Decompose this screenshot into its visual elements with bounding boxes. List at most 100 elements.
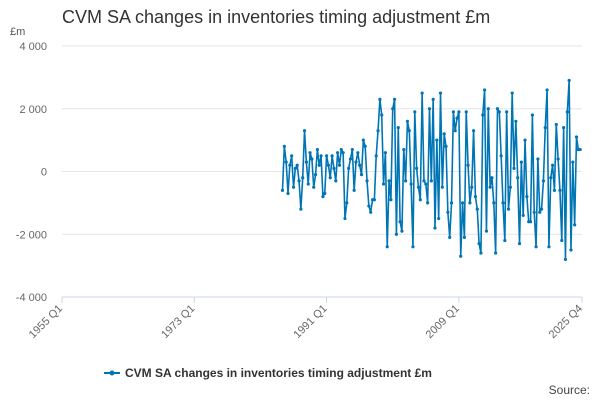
- data-point[interactable]: [326, 163, 331, 167]
- legend[interactable]: CVM SA changes in inventories timing adj…: [104, 366, 432, 380]
- data-point[interactable]: [444, 144, 448, 148]
- data-point[interactable]: [380, 113, 384, 117]
- data-point[interactable]: [532, 210, 536, 214]
- data-point[interactable]: [483, 88, 487, 92]
- data-point[interactable]: [306, 182, 310, 186]
- data-point[interactable]: [442, 132, 446, 136]
- data-point[interactable]: [501, 201, 505, 205]
- data-point[interactable]: [536, 157, 540, 161]
- data-point[interactable]: [282, 144, 286, 148]
- data-point[interactable]: [290, 154, 294, 158]
- data-point[interactable]: [328, 176, 332, 180]
- data-point[interactable]: [552, 188, 557, 192]
- data-point[interactable]: [323, 191, 327, 196]
- data-point[interactable]: [389, 198, 393, 202]
- data-point[interactable]: [563, 257, 568, 261]
- data-point[interactable]: [339, 147, 343, 152]
- data-point[interactable]: [336, 151, 340, 155]
- data-point[interactable]: [411, 245, 415, 249]
- data-point[interactable]: [427, 107, 432, 111]
- data-point[interactable]: [468, 201, 472, 205]
- data-point[interactable]: [301, 176, 305, 180]
- data-point[interactable]: [466, 163, 470, 167]
- data-point[interactable]: [464, 110, 468, 114]
- data-point[interactable]: [330, 154, 334, 158]
- data-point[interactable]: [291, 185, 296, 189]
- data-point[interactable]: [415, 166, 419, 170]
- data-point[interactable]: [310, 157, 314, 161]
- data-point[interactable]: [347, 166, 351, 170]
- data-point[interactable]: [554, 122, 558, 127]
- data-point[interactable]: [341, 151, 345, 155]
- data-point[interactable]: [451, 110, 455, 114]
- data-point[interactable]: [497, 110, 501, 114]
- data-point[interactable]: [490, 176, 494, 180]
- data-point[interactable]: [426, 201, 430, 205]
- data-point[interactable]: [358, 163, 362, 167]
- data-point[interactable]: [367, 204, 371, 208]
- data-point[interactable]: [293, 166, 297, 170]
- data-point[interactable]: [455, 116, 459, 120]
- data-point[interactable]: [299, 207, 303, 211]
- data-point[interactable]: [387, 179, 391, 183]
- data-point[interactable]: [477, 242, 481, 246]
- data-point[interactable]: [475, 207, 479, 211]
- data-point[interactable]: [499, 154, 503, 158]
- data-point[interactable]: [288, 163, 292, 167]
- data-point[interactable]: [457, 110, 461, 114]
- data-point[interactable]: [573, 223, 577, 227]
- data-point[interactable]: [517, 242, 522, 246]
- data-point[interactable]: [321, 195, 325, 199]
- data-point[interactable]: [543, 125, 547, 130]
- data-point[interactable]: [435, 138, 439, 142]
- data-point[interactable]: [503, 238, 507, 243]
- data-point[interactable]: [539, 207, 544, 211]
- data-point[interactable]: [473, 195, 478, 199]
- data-point[interactable]: [404, 179, 408, 183]
- data-point[interactable]: [302, 129, 307, 133]
- series-line[interactable]: [281, 79, 581, 261]
- data-point[interactable]: [446, 210, 450, 214]
- data-point[interactable]: [352, 188, 356, 192]
- data-point[interactable]: [462, 235, 466, 239]
- data-point[interactable]: [492, 201, 496, 205]
- data-point[interactable]: [578, 147, 582, 152]
- data-point[interactable]: [391, 107, 395, 111]
- data-point[interactable]: [506, 207, 511, 211]
- data-point[interactable]: [530, 113, 534, 117]
- data-point[interactable]: [459, 254, 463, 258]
- data-point[interactable]: [562, 125, 566, 130]
- data-point[interactable]: [486, 107, 490, 111]
- data-point[interactable]: [549, 176, 553, 180]
- data-point[interactable]: [556, 157, 560, 161]
- data-point[interactable]: [525, 195, 529, 199]
- data-point[interactable]: [431, 97, 435, 101]
- data-point[interactable]: [394, 232, 399, 236]
- data-point[interactable]: [337, 163, 342, 167]
- data-point[interactable]: [286, 191, 290, 196]
- data-point[interactable]: [319, 154, 323, 158]
- data-point[interactable]: [381, 182, 386, 186]
- data-point[interactable]: [534, 245, 538, 249]
- data-point[interactable]: [495, 107, 500, 111]
- data-point[interactable]: [528, 220, 533, 224]
- data-point[interactable]: [332, 166, 336, 170]
- data-point[interactable]: [516, 176, 520, 180]
- data-point[interactable]: [354, 160, 358, 164]
- data-point[interactable]: [460, 201, 465, 205]
- data-point[interactable]: [418, 198, 422, 202]
- data-point[interactable]: [488, 185, 492, 189]
- data-point[interactable]: [284, 160, 288, 164]
- data-point[interactable]: [471, 129, 476, 133]
- data-point[interactable]: [317, 163, 321, 167]
- data-point[interactable]: [481, 113, 485, 117]
- data-point[interactable]: [400, 229, 404, 233]
- data-point[interactable]: [545, 88, 549, 92]
- data-point[interactable]: [521, 213, 525, 218]
- data-point[interactable]: [505, 110, 509, 114]
- data-point[interactable]: [508, 185, 512, 189]
- data-point[interactable]: [470, 185, 474, 189]
- data-point[interactable]: [297, 179, 301, 183]
- data-point[interactable]: [538, 210, 542, 214]
- data-point[interactable]: [402, 147, 406, 152]
